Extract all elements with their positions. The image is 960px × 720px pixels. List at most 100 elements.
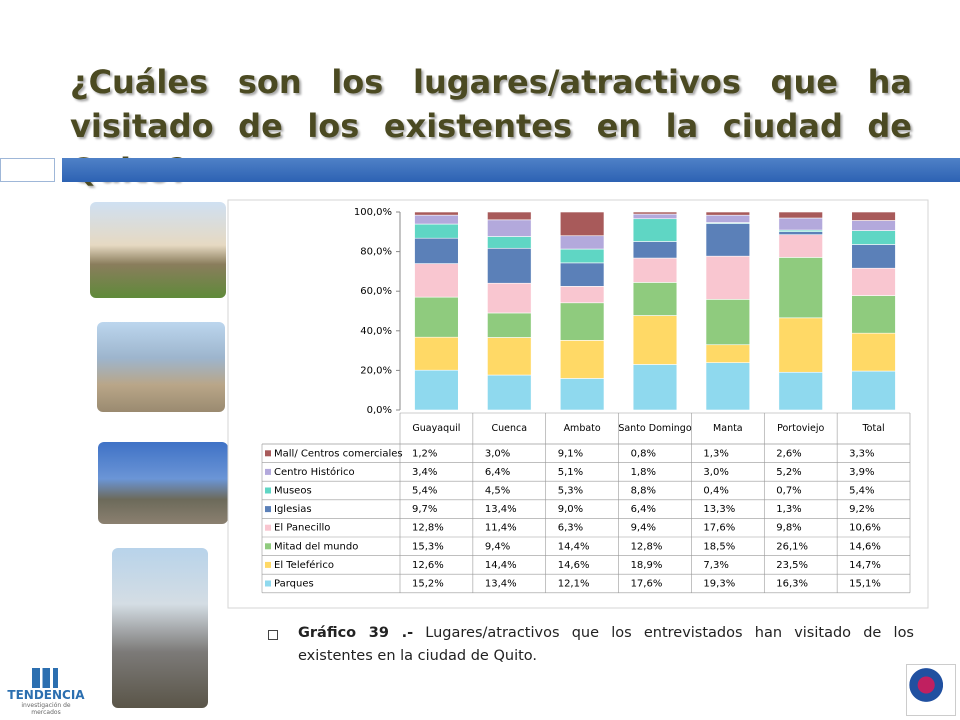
legend-swatch (265, 450, 271, 457)
legend-swatch (265, 561, 271, 568)
data-label: 17,6% (703, 523, 735, 534)
photo-park (90, 202, 226, 298)
data-label: 9,2% (849, 504, 874, 515)
legend-label: Museos (274, 486, 312, 497)
bar-segment (487, 312, 532, 338)
bar-segment (414, 223, 459, 239)
legend-swatch (265, 468, 271, 475)
logo-name: TENDENCIA (7, 688, 85, 702)
bar-segment (851, 230, 896, 245)
bar-segment (632, 218, 678, 242)
y-tick-label: 100,0% (354, 207, 392, 218)
bar-segment (559, 262, 605, 287)
data-label: 13,4% (485, 504, 517, 515)
bar-segment (414, 369, 459, 411)
data-label: 5,4% (849, 486, 874, 497)
bar-segment (632, 241, 678, 259)
data-label: 17,6% (631, 579, 663, 590)
legend-swatch (265, 524, 271, 531)
bar-segment (414, 263, 459, 298)
caption: Gráfico 39 .- Lugares/atractivos que los… (298, 622, 914, 668)
bar-segment (851, 244, 896, 269)
data-label: 7,3% (703, 560, 728, 571)
bar-segment (778, 211, 823, 219)
data-label: 0,8% (631, 448, 656, 459)
bar-segment (632, 282, 678, 316)
data-label: 3,9% (849, 467, 874, 478)
data-label: 9,1% (558, 448, 583, 459)
legend-label: Centro Histórico (274, 466, 355, 478)
bar-segment (559, 340, 605, 379)
bar-segment (778, 317, 823, 373)
bar-segment (851, 211, 896, 221)
caption-text: Lugares/atractivos que los entrevistados… (298, 625, 914, 664)
data-label: 5,2% (776, 467, 801, 478)
x-tick-label: Manta (713, 423, 743, 434)
data-label: 16,3% (776, 579, 808, 590)
bar-segment (705, 255, 751, 300)
bar-segment (487, 211, 532, 221)
photo-monument (98, 442, 228, 524)
y-tick-label: 80,0% (360, 247, 392, 258)
logo-tagline: investigación de mercados (21, 702, 71, 716)
data-label: 9,7% (412, 504, 437, 515)
data-label: 12,1% (558, 579, 590, 590)
data-label: 14,7% (849, 560, 881, 571)
data-label: 1,8% (631, 467, 656, 478)
bar-segment (632, 257, 678, 283)
data-label: 9,0% (558, 504, 583, 515)
y-tick-label: 20,0% (360, 365, 392, 376)
data-label: 3,4% (412, 467, 437, 478)
data-label: 12,6% (412, 560, 444, 571)
data-label: 9,4% (485, 541, 510, 552)
data-label: 23,5% (776, 560, 808, 571)
bar-segment (487, 247, 532, 284)
x-tick-label: Total (861, 423, 884, 434)
bar-segment (414, 214, 459, 225)
x-tick-label: Guayaquil (412, 423, 460, 434)
bar-segment (705, 211, 751, 216)
bar-segment (778, 371, 823, 411)
data-label: 18,9% (631, 560, 663, 571)
bar-segment (705, 214, 751, 223)
legend-label: Iglesias (274, 504, 312, 515)
data-label: 18,5% (703, 541, 735, 552)
data-label: 9,4% (631, 523, 656, 534)
data-label: 9,8% (776, 523, 801, 534)
bar-segment (414, 211, 459, 216)
y-tick-label: 60,0% (360, 286, 392, 297)
data-label: 26,1% (776, 541, 808, 552)
bar-segment (778, 231, 823, 235)
bar-segment (705, 299, 751, 346)
x-tick-label: Santo Domingo (618, 423, 692, 434)
data-label: 15,3% (412, 541, 444, 552)
bar-segment (778, 234, 823, 258)
x-tick-label: Portoviejo (777, 423, 824, 434)
data-label: 0,4% (703, 486, 728, 497)
bar-segment (487, 219, 532, 237)
data-label: 11,4% (485, 523, 517, 534)
bar-segment (559, 378, 605, 411)
photo-cablecar (97, 322, 225, 412)
bullet (268, 630, 278, 640)
legend-swatch (265, 543, 271, 550)
legend-label: Mitad del mundo (274, 541, 358, 552)
legend-label: El Teleférico (274, 559, 334, 571)
bar-segment (487, 282, 532, 314)
logo-left: TENDENCIA investigación de mercados (6, 668, 86, 716)
data-label: 19,3% (703, 579, 735, 590)
data-label: 15,1% (849, 579, 881, 590)
data-label: 5,1% (558, 467, 583, 478)
data-label: 13,3% (703, 504, 735, 515)
data-label: 1,3% (776, 504, 801, 515)
bar-segment (778, 217, 823, 231)
bar-segment (632, 364, 678, 411)
bar-segment (705, 362, 751, 411)
bar-segment (851, 220, 896, 231)
x-tick-label: Ambato (564, 423, 601, 434)
data-label: 2,6% (776, 448, 801, 459)
data-label: 0,7% (776, 486, 801, 497)
data-label: 3,0% (703, 467, 728, 478)
